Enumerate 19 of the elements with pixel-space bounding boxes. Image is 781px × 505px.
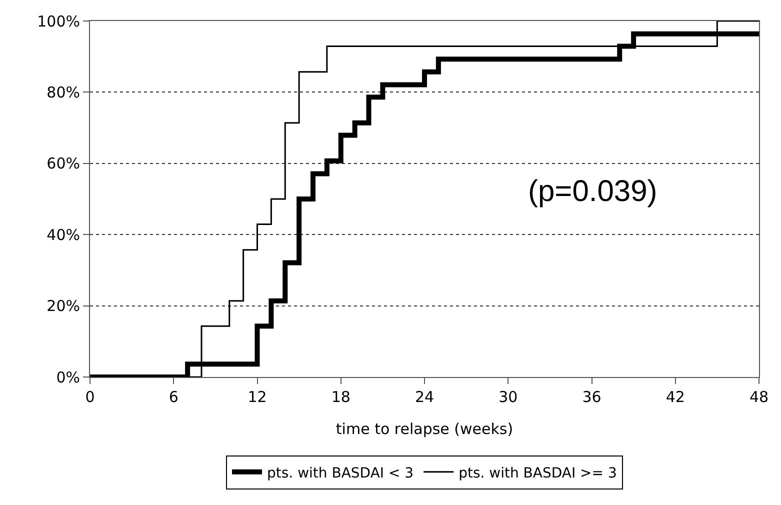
y-tick-label: 60%: [46, 154, 80, 173]
y-tick-label: 40%: [46, 226, 80, 244]
y-tick-label: 100%: [37, 12, 80, 30]
x-tick-label: 12: [248, 388, 267, 406]
x-tick-label: 36: [582, 388, 602, 406]
x-tick-label: 18: [331, 388, 350, 406]
x-tick-label: 42: [666, 388, 685, 406]
annotation: (p=0.039): [528, 175, 658, 208]
x-tick-label: 48: [749, 388, 769, 406]
legend-label: pts. with BASDAI >= 3: [458, 465, 617, 482]
y-tick-label: 20%: [46, 297, 80, 316]
x-tick-label: 24: [414, 388, 434, 406]
y-tick-label: 0%: [56, 368, 80, 386]
x-tick-label: 30: [498, 388, 518, 406]
legend-label: pts. with BASDAI < 3: [267, 465, 414, 482]
x-axis-title: time to relapse (weeks): [336, 420, 514, 438]
x-tick-label: 0: [85, 388, 95, 406]
y-tick-label: 80%: [46, 83, 80, 102]
x-tick-label: 6: [168, 388, 178, 406]
